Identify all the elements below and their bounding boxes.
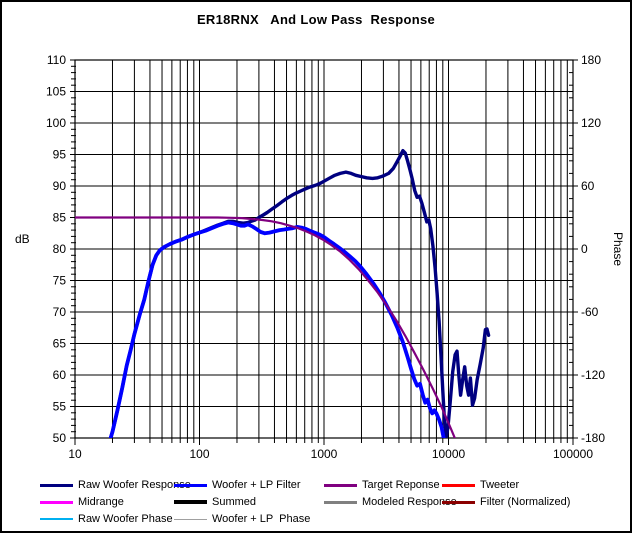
y-left-tick-label: 80 (53, 242, 67, 256)
y-left-tick-label: 90 (53, 179, 67, 193)
y-right-tick-label: -60 (581, 305, 599, 319)
plot-border (74, 59, 574, 439)
y-right-tick-label: 0 (581, 242, 588, 256)
y-right-tick-label: 180 (581, 53, 601, 67)
tick-labels: 110 105 100 95 90 85 80 75 70 65 60 55 50 180 120 60 0 -6… (15, 53, 625, 461)
y-right-tick-label: -180 (581, 431, 605, 445)
y-left-tick-label: 100 (46, 116, 66, 130)
grid (74, 59, 574, 439)
series-target-reponse (75, 216, 456, 438)
x-tick-label: 100 (189, 447, 209, 461)
y-right-axis-label: Phase (611, 232, 625, 266)
y-left-tick-label: 105 (46, 85, 66, 99)
y-left-tick-label: 60 (53, 368, 67, 382)
y-right-tick-label: -120 (581, 368, 605, 382)
series-raw-woofer-response (108, 149, 491, 438)
y-right-tick-label: 120 (581, 116, 601, 130)
x-tick-label: 100000 (553, 447, 593, 461)
y-left-axis-label: dB (15, 232, 30, 246)
y-right-tick-label: 60 (581, 179, 595, 193)
y-left-tick-label: 55 (53, 400, 67, 414)
y-left-tick-label: 50 (53, 431, 67, 445)
y-left-tick-label: 65 (53, 337, 67, 351)
y-left-tick-label: 85 (53, 211, 67, 225)
y-left-tick-label: 95 (53, 148, 67, 162)
x-tick-label: 1000 (311, 447, 338, 461)
y-left-tick-label: 70 (53, 305, 67, 319)
series-woofer-lp-filter (108, 220, 446, 438)
chart-title: ER18RNX And Low Pass Response (196, 12, 436, 27)
x-tick-label: 10 (68, 447, 82, 461)
x-tick-label: 10000 (432, 447, 466, 461)
y-left-tick-label: 75 (53, 274, 67, 288)
y-left-tick-label: 110 (47, 53, 66, 67)
